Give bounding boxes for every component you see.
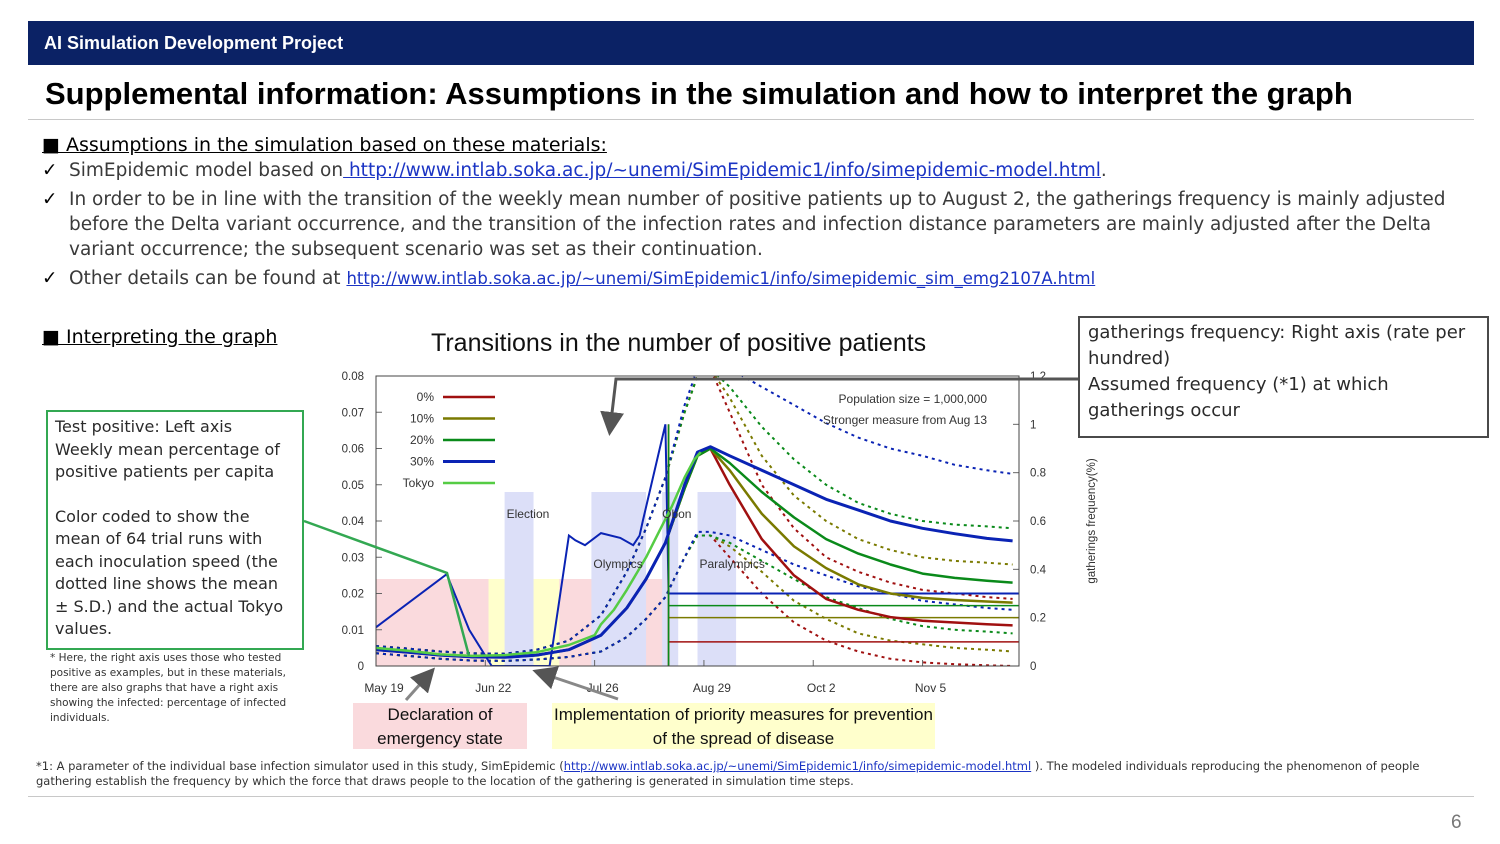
y2-tick-label: 0.8 — [1030, 468, 1046, 480]
right-axis-note: * Here, the right axis uses those who te… — [50, 652, 287, 724]
y-tick-label: 0.05 — [342, 480, 364, 492]
y-tick-label: 0.07 — [342, 407, 364, 419]
y2-tick-label: 0.2 — [1030, 613, 1046, 625]
right-callout-arrow — [600, 377, 1079, 436]
legend-label: Tokyo — [403, 476, 435, 490]
x-tick-label: Nov 5 — [915, 681, 947, 695]
green-callout-connector — [303, 519, 471, 657]
bullet-text: In order to be in line with the transiti… — [69, 189, 1446, 260]
callout-line: Test positive: Left axis — [55, 417, 233, 436]
interpreting-heading: ■ Interpreting the graph — [42, 326, 278, 348]
band-event — [662, 492, 679, 666]
footnote-text: *1: A parameter of the individual base i… — [36, 759, 564, 773]
bullet-text: Other details can be found at — [69, 268, 341, 289]
footnote: *1: A parameter of the individual base i… — [36, 759, 1456, 789]
event-label: Obon — [662, 507, 691, 521]
legend-label: 20% — [410, 433, 434, 447]
priority-arrow — [532, 666, 619, 701]
legend-label: 30% — [410, 455, 434, 469]
y-tick-label: 0.01 — [342, 625, 364, 637]
event-label: Election — [507, 507, 550, 521]
y2-tick-label: 0 — [1030, 661, 1036, 673]
event-label: Olympics — [593, 557, 642, 571]
band-event — [504, 492, 534, 666]
page-number: 6 — [1451, 812, 1462, 833]
right-axis-callout: gatherings frequency: Right axis (rate p… — [1078, 316, 1489, 438]
callout-line: Weekly mean percentage of positive patie… — [55, 439, 280, 482]
y-tick-label: 0.08 — [342, 371, 364, 383]
chart-annotation: Stronger measure from Aug 13 — [823, 413, 987, 427]
band-event — [697, 492, 737, 666]
footer-divider — [28, 796, 1474, 797]
list-item: ✓ SimEpidemic model based on http://www.… — [42, 158, 1452, 183]
footnote-text-2: ). The modeled individuals reproducing t… — [36, 759, 1420, 788]
emergency-label: Declaration of emergency state — [353, 703, 527, 749]
y2-tick-label: 1.2 — [1030, 371, 1046, 383]
priority-measures-label: Implementation of priority measures for … — [552, 703, 935, 749]
bullet-end: . — [1100, 160, 1107, 181]
page-title: Supplemental information: Assumptions in… — [45, 76, 1353, 111]
y-tick-label: 0.06 — [342, 444, 364, 456]
model-link[interactable]: http://www.intlab.soka.ac.jp/~unemi/SimE… — [343, 160, 1101, 181]
legend-label: 10% — [410, 412, 434, 426]
check-icon: ✓ — [42, 189, 58, 210]
y2-tick-label: 0.4 — [1030, 564, 1047, 576]
band-event — [591, 492, 647, 666]
details-link[interactable]: http://www.intlab.soka.ac.jp/~unemi/SimE… — [346, 269, 1096, 288]
header-banner: AI Simulation Development Project — [28, 21, 1474, 65]
callout-line: Assumed frequency (*1) at which gatherin… — [1088, 374, 1389, 421]
y-tick-label: 0.04 — [342, 516, 365, 528]
x-tick-label: Aug 29 — [693, 681, 731, 695]
legend-label: 0% — [417, 390, 435, 404]
check-icon: ✓ — [42, 160, 58, 181]
sd-upper-line — [376, 376, 1013, 655]
assumptions-list: ✓ SimEpidemic model based on http://www.… — [42, 158, 1452, 295]
y2-tick-label: 1 — [1030, 419, 1036, 431]
left-axis-callout: Test positive: Left axis Weekly mean per… — [46, 410, 304, 650]
sd-upper-line — [376, 376, 1013, 655]
x-tick-label: Oct 2 — [807, 681, 836, 695]
series-line — [376, 451, 702, 658]
plot-frame — [375, 375, 1020, 667]
check-icon: ✓ — [42, 268, 58, 289]
x-tick-label: Jun 22 — [475, 681, 511, 695]
y2-tick-label: 0.6 — [1030, 516, 1046, 528]
y2-axis-label: gatherings frequency(%) — [1086, 458, 1098, 583]
sd-lower-line — [376, 534, 1013, 666]
chart-title: Transitions in the number of positive pa… — [431, 329, 927, 357]
emergency-arrow — [404, 667, 435, 701]
footnote-link[interactable]: http://www.intlab.soka.ac.jp/~unemi/SimE… — [563, 759, 1032, 773]
list-item: ✓ In order to be in line with the transi… — [42, 187, 1452, 262]
gatherings-frequency-line — [376, 424, 1019, 666]
callout-line: gatherings frequency: Right axis (rate p… — [1088, 322, 1466, 369]
x-tick-label: May 19 — [364, 681, 404, 695]
y-tick-label: 0.03 — [342, 552, 364, 564]
banner-title: AI Simulation Development Project — [44, 33, 344, 53]
bullet-text: SimEpidemic model based on — [69, 160, 344, 181]
chart-annotation: Population size = 1,000,000 — [839, 392, 988, 406]
event-label: Paralympics — [700, 557, 765, 571]
callout-line: Color coded to show the mean of 64 trial… — [55, 506, 284, 639]
list-item: ✓ Other details can be found at http://w… — [42, 266, 1452, 291]
y-tick-label: 0 — [358, 661, 364, 673]
y-tick-label: 0.02 — [342, 589, 364, 601]
assumptions-heading: ■ Assumptions in the simulation based on… — [42, 134, 607, 156]
title-divider — [28, 119, 1474, 120]
series-line — [376, 445, 1013, 659]
